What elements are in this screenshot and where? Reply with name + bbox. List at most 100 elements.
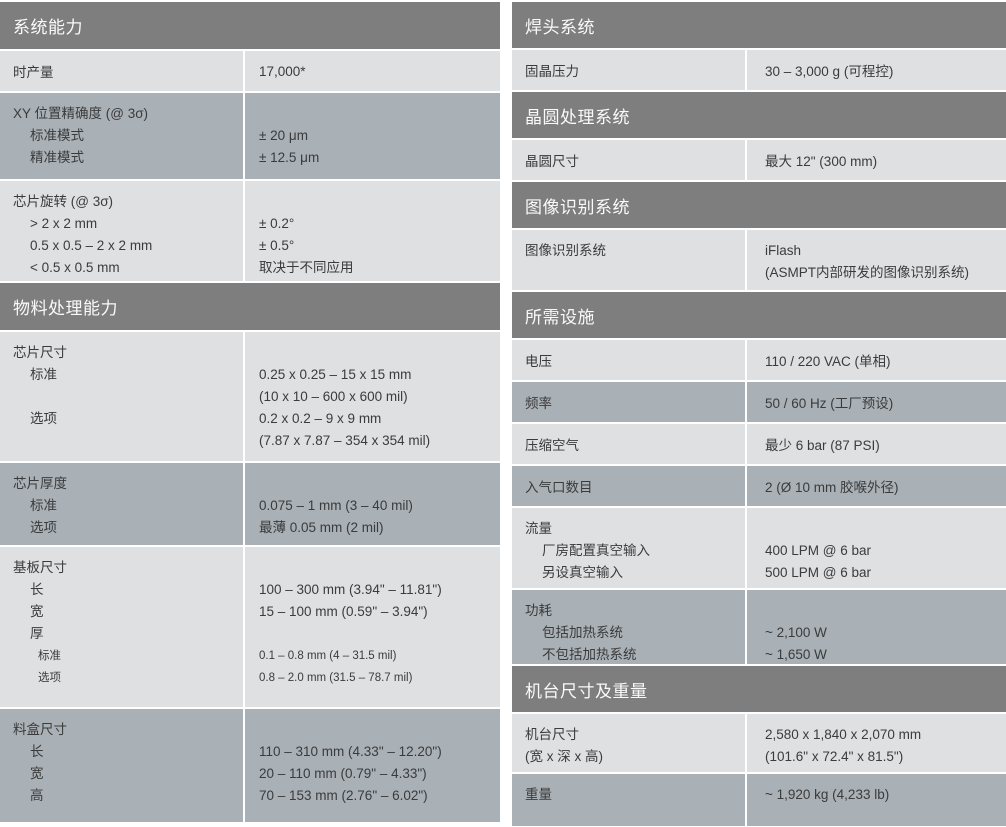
row-frequency-label-cell: 频率 [512,382,745,422]
row-substrate-size-label-cell: 基板尺寸长宽厚标准 选项 [0,547,243,707]
row-die-rotation-label-line: > 2 x 2 mm [30,216,98,231]
row-die-size-label-line [13,386,243,408]
row-magazine-size-value-cell: 110 – 310 mm (4.33" – 12.20") 20 – 110 mm… [245,709,500,822]
row-die-thickness-value-cell: 0.075 – 1 mm (3 – 40 mil) 最薄 0.05 mm (2 m… [245,463,500,545]
row-flow-rate-label-line: 另设真空输入 [542,565,623,580]
row-wafer-size-value-line: 最大 12" (300 mm) [765,154,878,169]
row-weight-label-line: 重量 [525,787,552,802]
row-flow-rate-label-line: 厂房配置真空输入 [542,543,650,558]
row-weight-value-cell: ~ 1,920 kg (4,233 lb) [747,774,1006,826]
row-magazine-size-value-line: 70 – 153 mm (2.76" – 6.02") [259,788,428,803]
row-xy-placement-accuracy-label-line: 标准模式 [30,128,84,143]
row-die-rotation-value-line: ± 0.5° [259,238,295,253]
row-magazine-size-value-line: 110 – 310 mm (4.33" – 12.20") [259,744,442,759]
row-xy-placement-accuracy-value-cell: ± 20 μm ± 12.5 μm [245,93,500,179]
row-power-consumption-label-cell: 功耗 包括加热系统 不包括加热系统 [512,590,745,664]
row-machine-dimensions-value-cell: 2,580 x 1,840 x 2,070 mm (101.6" x 72.4" … [747,714,1006,772]
row-power-consumption: 功耗 包括加热系统 不包括加热系统 ~ 2,100 W ~ 1,650 W [512,590,1006,664]
row-throughput-value-line: 17,000* [259,63,306,79]
row-substrate-size-label-line: 厚 [30,626,44,641]
section-header-system-capability-title: 系统能力 [13,18,83,37]
row-vision-system-value-line: iFlash [765,243,802,258]
row-power-consumption-label-line: 包括加热系统 [542,625,623,640]
row-xy-placement-accuracy-value-line: ± 20 μm [259,128,308,143]
row-die-thickness-label-line: 选项 [30,520,57,535]
section-header-vision-system: 图像识别系统 [512,182,1006,228]
row-die-size: 芯片尺寸 标准 选项 0.25 x 0.25 – 15 x 15 mm (10 x … [0,332,500,461]
row-magazine-size-label-line: 高 [30,788,44,803]
row-magazine-size: 料盒尺寸长宽高 110 – 310 mm (4.33" – 12.20") 20 … [0,709,500,822]
row-substrate-size-value-line [259,557,500,579]
row-substrate-size-value-line: 100 – 300 mm (3.94" – 11.81") [259,582,442,597]
row-throughput: 时产量 17,000* [0,51,500,91]
section-header-wafer-handling-system: 晶圆处理系统 [512,92,1006,138]
row-air-inlets-label-cell: 入气口数目 [512,466,745,506]
row-wafer-size-value-cell: 最大 12" (300 mm) [747,140,1006,180]
row-die-rotation-value-cell: ± 0.2° ± 0.5° 取决于不同应用 [245,181,500,281]
section-header-bond-head-system-title: 焊头系统 [525,17,595,37]
row-xy-placement-accuracy-label-cell: XY 位置精确度 (@ 3σ) 标准模式精准模式 [0,93,243,179]
row-substrate-size-value-cell: 100 – 300 mm (3.94" – 11.81") 15 – 100 mm… [245,547,500,707]
row-machine-dimensions-label-cell: 机台尺寸 (宽 x 深 x 高) [512,714,745,772]
row-die-thickness-value-line: 0.075 – 1 mm (3 – 40 mil) [259,498,413,513]
row-bond-force: 固晶压力 30 – 3,000 g (可程控) [512,50,1006,90]
row-magazine-size-label-line: 宽 [30,766,44,781]
section-header-machine-dimensions-weight: 机台尺寸及重量 [512,666,1006,712]
row-vision-system-value-cell: iFlash (ASMPT内部研发的图像识别系统) [747,230,1006,290]
row-machine-dimensions: 机台尺寸 (宽 x 深 x 高) 2,580 x 1,840 x 2,070 mm (… [512,714,1006,772]
row-compressed-air-value-cell: 最少 6 bar (87 PSI) [747,424,1006,464]
row-wafer-size-label-cell: 晶圆尺寸 [512,140,745,180]
row-voltage-value-cell: 110 / 220 VAC (单相) [747,340,1006,380]
row-die-rotation-label-cell: 芯片旋转 (@ 3σ) > 2 x 2 mm 0.5 x 0.5 – 2 x 2 m… [0,181,243,281]
row-die-rotation-label-line: 0.5 x 0.5 – 2 x 2 mm [30,238,153,253]
row-weight-label-cell: 重量 [512,774,745,826]
section-header-bond-head-system: 焊头系统 [512,2,1006,48]
row-bond-force-value-cell: 30 – 3,000 g (可程控) [747,50,1006,90]
row-frequency: 频率 50 / 60 Hz (工厂预设) [512,382,1006,422]
row-frequency-value-cell: 50 / 60 Hz (工厂预设) [747,382,1006,422]
row-die-size-value-line: (10 x 10 – 600 x 600 mil) [259,389,408,404]
section-header-vision-system-title: 图像识别系统 [525,197,630,217]
row-xy-placement-accuracy-label-line: XY 位置精确度 (@ 3σ) [13,106,149,121]
row-power-consumption-label-line: 功耗 [525,603,552,618]
section-header-facility-requirements: 所需设施 [512,292,1006,338]
row-die-thickness-label-line: 芯片厚度 [13,476,67,491]
row-substrate-size-label-line: 长 [30,582,44,597]
row-throughput-label-line: 时产量 [13,65,54,80]
row-voltage-value-line: 110 / 220 VAC (单相) [765,354,891,369]
row-die-rotation-value-line [259,191,500,213]
row-die-rotation-label-line: 芯片旋转 (@ 3σ) [13,194,114,209]
row-die-rotation: 芯片旋转 (@ 3σ) > 2 x 2 mm 0.5 x 0.5 – 2 x 2 m… [0,181,500,281]
row-voltage-label-line: 电压 [525,354,552,369]
row-machine-dimensions-value-line: 2,580 x 1,840 x 2,070 mm [765,727,922,742]
row-compressed-air: 压缩空气 最少 6 bar (87 PSI) [512,424,1006,464]
row-flow-rate-value-line: 400 LPM @ 6 bar [765,543,872,558]
row-air-inlets-value-line: 2 (Ø 10 mm 胶喉外径) [765,480,899,495]
row-power-consumption-value-line [765,600,1006,622]
row-die-size-value-line: 0.25 x 0.25 – 15 x 15 mm [259,367,412,382]
row-substrate-size-value-line: 15 – 100 mm (0.59" – 3.94") [259,604,428,619]
row-flow-rate: 流量 厂房配置真空输入 另设真空输入 400 LPM @ 6 bar 500 LPM … [512,508,1006,588]
row-power-consumption-value-cell: ~ 2,100 W ~ 1,650 W [747,590,1006,664]
row-vision-system-label-cell: 图像识别系统 [512,230,745,290]
row-bond-force-label-line: 固晶压力 [525,64,579,79]
row-throughput-value-cell: 17,000* [245,51,500,91]
row-flow-rate-label-line: 流量 [525,521,552,536]
spec-table-left: 系统能力时产量 17,000* XY 位置精确度 (@ 3σ) 标准模式精准模式 ± … [0,2,500,827]
row-vision-system-label-line: 图像识别系统 [525,243,606,258]
row-air-inlets: 入气口数目 2 (Ø 10 mm 胶喉外径) [512,466,1006,506]
row-vision-system-value-line: (ASMPT内部研发的图像识别系统) [765,265,969,280]
row-compressed-air-label-line: 压缩空气 [525,438,579,453]
row-magazine-size-value-line: 20 – 110 mm (0.79" – 4.33") [259,766,427,781]
row-machine-dimensions-label-line: 机台尺寸 [525,727,579,742]
row-die-size-label-line [13,430,243,452]
row-xy-placement-accuracy-label-line: 精准模式 [30,150,84,165]
row-vision-system: 图像识别系统 iFlash (ASMPT内部研发的图像识别系统) [512,230,1006,290]
row-die-thickness-value-line [259,473,500,495]
row-frequency-value-line: 50 / 60 Hz (工厂预设) [765,396,894,411]
row-air-inlets-label-line: 入气口数目 [525,480,593,495]
section-header-facility-requirements-title: 所需设施 [525,307,595,327]
row-machine-dimensions-label-line: (宽 x 深 x 高) [525,749,603,764]
row-voltage: 电压 110 / 220 VAC (单相) [512,340,1006,380]
row-die-size-value-cell: 0.25 x 0.25 – 15 x 15 mm (10 x 10 – 600 x… [245,332,500,461]
